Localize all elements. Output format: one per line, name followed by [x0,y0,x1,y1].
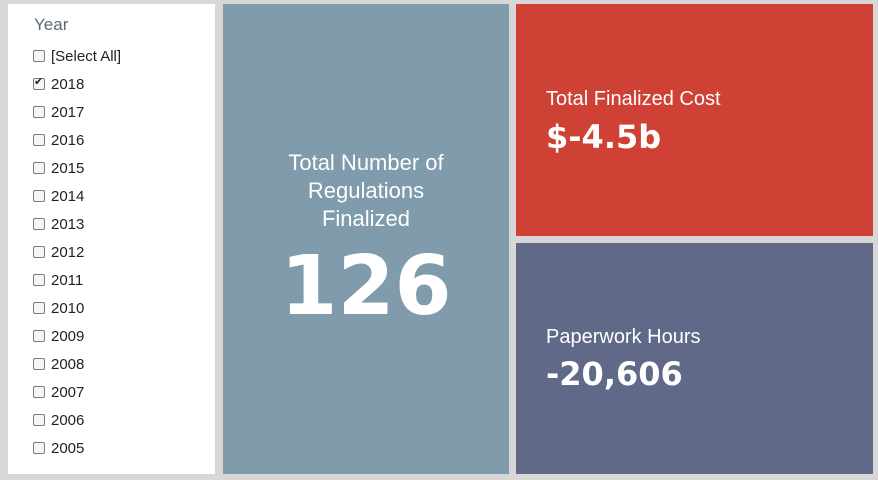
option-label: 2012 [51,243,85,261]
finalized-cost-label: Total Finalized Cost [546,88,721,110]
checkbox[interactable] [33,218,45,230]
checkbox[interactable] [33,302,45,314]
checkbox[interactable] [33,274,45,286]
option-2018[interactable]: 2018 [33,70,215,98]
regulations-count-label: Total Number of Regulations Finalized [288,150,444,231]
paperwork-hours-tile: Paperwork Hours -20,606 [516,243,873,474]
option-label: 2010 [51,299,85,317]
option-2013[interactable]: 2013 [33,210,215,238]
year-filter-panel: Year [Select All] 2018 2017 2016 2015 20… [8,4,215,474]
option-2010[interactable]: 2010 [33,294,215,322]
option-label: 2015 [51,159,85,177]
option-2016[interactable]: 2016 [33,126,215,154]
checkbox[interactable] [33,442,45,454]
option-2014[interactable]: 2014 [33,182,215,210]
year-options-list: [Select All] 2018 2017 2016 2015 2014 20… [33,42,215,462]
option-label: 2009 [51,327,85,345]
option-label: 2016 [51,131,85,149]
option-2009[interactable]: 2009 [33,322,215,350]
option-2007[interactable]: 2007 [33,378,215,406]
checkbox[interactable] [33,386,45,398]
paperwork-hours-value: -20,606 [546,355,683,393]
finalized-cost-tile: Total Finalized Cost $-4.5b [516,4,873,236]
option-2015[interactable]: 2015 [33,154,215,182]
option-label: 2017 [51,103,85,121]
regulations-count-value: 126 [280,239,452,334]
checkbox[interactable] [33,134,45,146]
paperwork-hours-label: Paperwork Hours [546,326,701,348]
regulations-count-tile: Total Number of Regulations Finalized 12… [223,4,509,474]
option-label: 2007 [51,383,85,401]
checkbox[interactable] [33,106,45,118]
option-label: 2014 [51,187,85,205]
option-2012[interactable]: 2012 [33,238,215,266]
option-label: 2011 [51,271,84,289]
finalized-cost-value: $-4.5b [546,118,662,156]
option-2008[interactable]: 2008 [33,350,215,378]
checkbox[interactable] [33,75,45,90]
option-label: 2018 [51,75,85,93]
checkbox[interactable] [33,330,45,342]
filter-title: Year [34,15,69,34]
checkbox[interactable] [33,190,45,202]
option-label: 2008 [51,355,85,373]
option-2017[interactable]: 2017 [33,98,215,126]
checkbox[interactable] [33,246,45,258]
checkbox[interactable] [33,414,45,426]
option-label: 2006 [51,411,85,429]
option-2006[interactable]: 2006 [33,406,215,434]
option-2005[interactable]: 2005 [33,434,215,462]
checkbox[interactable] [33,162,45,174]
option-label: 2005 [51,439,85,457]
option-2011[interactable]: 2011 [33,266,215,294]
option-select-all[interactable]: [Select All] [33,42,215,70]
checkbox[interactable] [33,358,45,370]
option-label: 2013 [51,215,85,233]
option-label: [Select All] [51,47,122,65]
checkbox[interactable] [33,50,45,62]
